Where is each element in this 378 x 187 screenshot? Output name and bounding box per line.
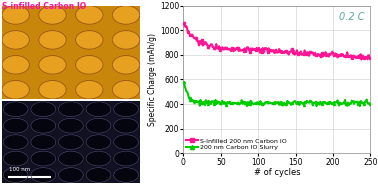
Circle shape [76,6,103,24]
Circle shape [39,56,66,74]
Circle shape [114,135,138,150]
Circle shape [59,102,83,117]
Circle shape [2,56,29,74]
Circle shape [114,118,138,133]
Circle shape [3,151,28,166]
Circle shape [59,135,83,150]
Circle shape [86,135,111,150]
Circle shape [86,168,111,183]
X-axis label: # of cycles: # of cycles [254,168,300,177]
Circle shape [39,80,66,99]
Circle shape [114,151,138,166]
Circle shape [86,151,111,166]
Circle shape [2,6,29,24]
Circle shape [31,168,56,183]
Circle shape [59,118,83,133]
Circle shape [3,168,28,183]
Circle shape [114,168,138,183]
Circle shape [31,135,56,150]
Circle shape [31,118,56,133]
Circle shape [112,80,140,99]
Circle shape [76,56,103,74]
Circle shape [112,6,140,24]
Text: S-infilled Carbon IO: S-infilled Carbon IO [2,2,86,11]
Circle shape [31,102,56,117]
Circle shape [31,151,56,166]
Circle shape [2,80,29,99]
Legend: S-Infilled 200 nm Carbon IO, 200 nm Carbon IO Slurry: S-Infilled 200 nm Carbon IO, 200 nm Carb… [186,138,287,150]
Text: 0.2 C: 0.2 C [339,12,365,22]
Circle shape [112,56,140,74]
Circle shape [3,135,28,150]
Circle shape [59,151,83,166]
Circle shape [39,6,66,24]
Circle shape [86,102,111,117]
Circle shape [76,30,103,49]
Circle shape [59,168,83,183]
Circle shape [3,102,28,117]
Circle shape [114,102,138,117]
Circle shape [112,30,140,49]
Circle shape [3,118,28,133]
Circle shape [76,80,103,99]
Circle shape [39,30,66,49]
Circle shape [2,30,29,49]
Y-axis label: Specific Charge (mAh/g): Specific Charge (mAh/g) [148,33,157,126]
Circle shape [86,118,111,133]
Text: 100 nm: 100 nm [9,167,30,172]
